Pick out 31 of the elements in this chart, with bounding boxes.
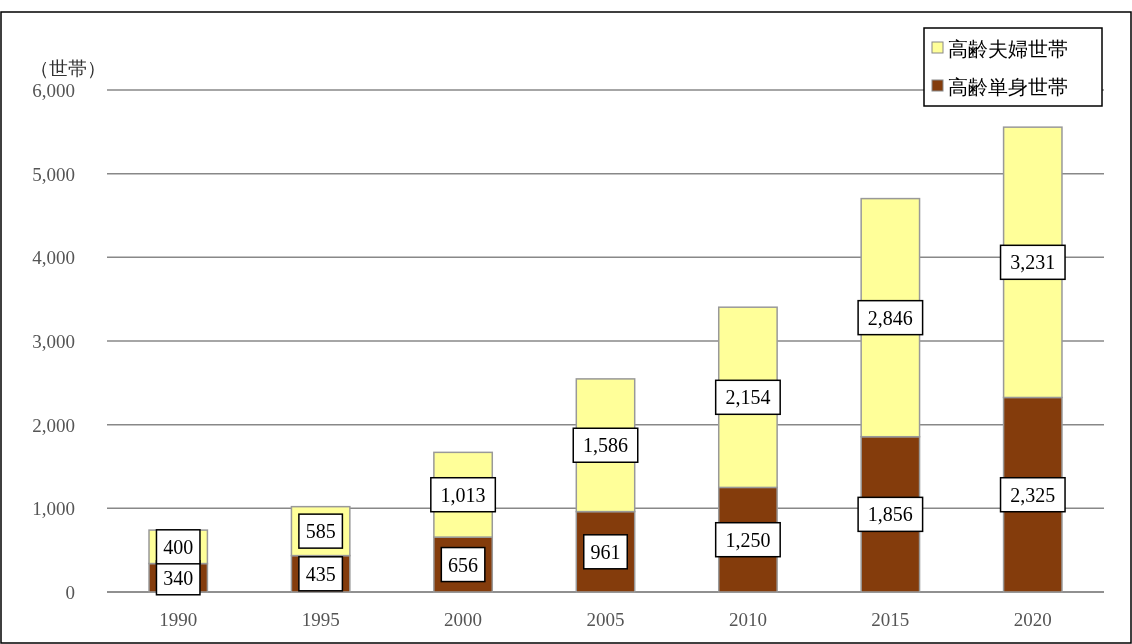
y-tick-label: 3,000 — [32, 331, 75, 352]
data-label: 340 — [163, 566, 194, 589]
legend-label: 高齢単身世帯 — [948, 76, 1068, 98]
legend-label: 高齢夫婦世帯 — [948, 38, 1068, 60]
x-tick-label: 2015 — [871, 609, 910, 630]
data-label: 1,586 — [583, 434, 628, 457]
data-label: 435 — [305, 562, 336, 585]
data-label: 656 — [448, 553, 479, 576]
y-tick-label: 2,000 — [32, 414, 75, 436]
data-label: 961 — [590, 540, 621, 563]
data-label: 400 — [163, 535, 194, 558]
x-tick-label: 2020 — [1013, 609, 1052, 630]
data-label: 585 — [305, 520, 336, 543]
x-tick-label: 2000 — [444, 609, 483, 630]
data-label: 1,856 — [867, 503, 913, 526]
x-tick-label: 1995 — [301, 609, 340, 630]
y-tick-label: 4,000 — [32, 247, 75, 269]
x-tick-label: 2010 — [728, 609, 767, 630]
data-label: 2,846 — [867, 306, 913, 329]
y-tick-label: 6,000 — [32, 80, 75, 101]
data-label: 2,154 — [725, 386, 771, 409]
data-label: 1,013 — [440, 483, 486, 506]
x-tick-label: 2005 — [586, 609, 625, 630]
y-tick-label: 0 — [65, 582, 75, 603]
y-tick-label: 5,000 — [32, 163, 75, 185]
data-label: 1,250 — [725, 528, 771, 551]
data-label: 3,231 — [1010, 251, 1056, 274]
data-label: 2,325 — [1010, 483, 1056, 506]
y-axis-title: （世帯） — [30, 58, 106, 79]
x-tick-label: 1990 — [159, 609, 198, 630]
y-tick-label: 1,000 — [32, 498, 75, 520]
